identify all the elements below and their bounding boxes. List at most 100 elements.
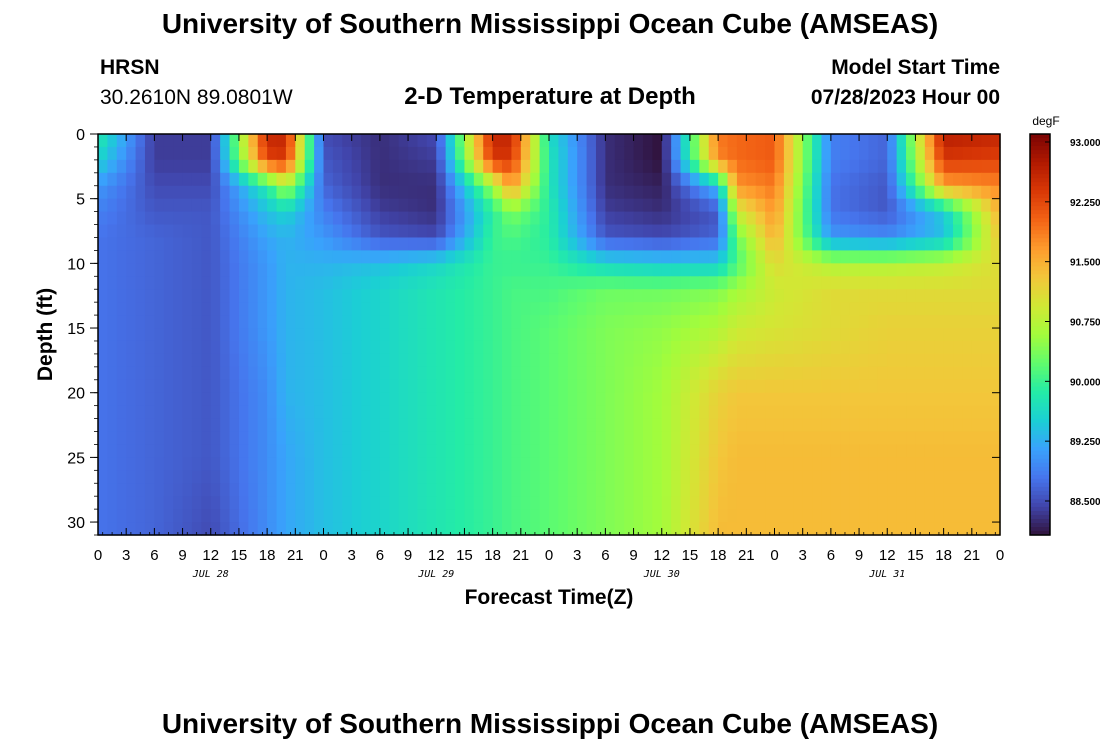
heatmap-cell <box>877 483 888 497</box>
heatmap-cell <box>511 509 522 523</box>
heatmap-cell <box>210 172 221 187</box>
heatmap-cell <box>793 353 804 368</box>
heatmap-cell <box>915 328 926 342</box>
heatmap-cell <box>859 405 870 420</box>
heatmap-cell <box>859 496 870 510</box>
heatmap-cell <box>783 198 794 213</box>
heatmap-cell <box>727 444 738 458</box>
heatmap-cell <box>990 224 1001 239</box>
heatmap-cell <box>426 289 437 303</box>
heatmap-cell <box>126 172 137 187</box>
heatmap-cell <box>755 328 766 342</box>
heatmap-cell <box>445 444 456 458</box>
heatmap-cell <box>934 431 945 446</box>
heatmap-cell <box>830 483 841 497</box>
heatmap-cell <box>567 483 578 497</box>
heatmap-cell <box>887 328 898 342</box>
heatmap-cell <box>323 457 334 471</box>
heatmap-cell <box>530 250 541 264</box>
heatmap-cell <box>370 457 381 471</box>
heatmap-cell <box>840 522 851 536</box>
heatmap-cell <box>511 263 522 277</box>
heatmap-cell <box>661 159 672 174</box>
heatmap-cell <box>408 224 419 239</box>
heatmap-cell <box>924 353 935 368</box>
heatmap-cell <box>990 146 1001 161</box>
heatmap-cell <box>116 444 127 458</box>
heatmap-cell <box>107 444 118 458</box>
heatmap-cell <box>774 134 785 148</box>
heatmap-cell <box>342 457 353 471</box>
heatmap-cell <box>530 522 541 536</box>
heatmap-cell <box>558 328 569 342</box>
heatmap-cell <box>887 263 898 277</box>
heatmap-cell <box>473 405 484 420</box>
heatmap-cell <box>558 185 569 200</box>
heatmap-cell <box>689 405 700 420</box>
heatmap-cell <box>539 418 550 433</box>
heatmap-cell <box>295 224 306 239</box>
heatmap-cell <box>445 457 456 471</box>
heatmap-cell <box>549 315 559 329</box>
heatmap-cell <box>144 444 155 458</box>
heatmap-cell <box>389 509 400 523</box>
heatmap-cell <box>229 185 240 200</box>
heatmap-cell <box>351 263 362 277</box>
colorbar-segment <box>1030 306 1050 312</box>
heatmap-cell <box>492 211 503 226</box>
heatmap-cell <box>502 340 513 355</box>
heatmap-cell <box>868 198 879 213</box>
heatmap-cell <box>821 353 832 368</box>
heatmap-cell <box>934 405 945 420</box>
heatmap-cell <box>163 509 174 523</box>
heatmap-cell <box>248 353 259 368</box>
heatmap-cell <box>370 159 381 174</box>
heatmap-cell <box>436 444 447 458</box>
heatmap-cell <box>436 366 447 381</box>
heatmap-cell <box>718 237 729 252</box>
colorbar-segment <box>1030 194 1050 199</box>
heatmap-cell <box>915 185 926 200</box>
heatmap-cell <box>783 366 794 381</box>
heatmap-cell <box>492 159 503 174</box>
heatmap-cell <box>520 392 531 407</box>
heatmap-cell <box>511 366 522 381</box>
heatmap-cell <box>295 250 306 264</box>
heatmap-cell <box>802 379 813 394</box>
colorbar-segment <box>1030 354 1050 360</box>
heatmap-cell <box>201 211 212 226</box>
heatmap-cell <box>567 250 578 264</box>
colorbar-segment <box>1030 526 1050 532</box>
heatmap-cell <box>671 146 682 161</box>
heatmap-cell <box>267 366 278 381</box>
heatmap-cell <box>520 198 531 213</box>
heatmap-cell <box>849 522 860 536</box>
heatmap-cell <box>511 405 522 420</box>
heatmap-cell <box>896 185 907 200</box>
colorbar-segment <box>1030 366 1050 372</box>
heatmap-cell <box>971 159 982 174</box>
heatmap-cell <box>135 302 146 316</box>
heatmap-cell <box>455 185 466 200</box>
colorbar-segment <box>1030 298 1050 304</box>
heatmap-cell <box>962 315 973 329</box>
x-tick-label: 0 <box>545 547 553 564</box>
heatmap-cell <box>746 496 757 510</box>
heatmap-cell <box>802 302 813 316</box>
heatmap-cell <box>624 276 635 290</box>
heatmap-cell <box>549 224 559 239</box>
heatmap-cell <box>896 328 907 342</box>
heatmap-cell <box>417 211 428 226</box>
heatmap-cell <box>962 418 973 433</box>
heatmap-cell <box>793 237 804 252</box>
heatmap-cell <box>755 224 766 239</box>
heatmap-cell <box>567 457 578 471</box>
heatmap-cell <box>426 431 437 446</box>
heatmap-cell <box>539 340 550 355</box>
heatmap-cell <box>849 211 860 226</box>
heatmap-cell <box>595 146 606 161</box>
heatmap-cell <box>614 418 625 433</box>
heatmap-cell <box>314 340 325 355</box>
heatmap-cell <box>577 315 588 329</box>
heatmap-cell <box>765 366 776 381</box>
